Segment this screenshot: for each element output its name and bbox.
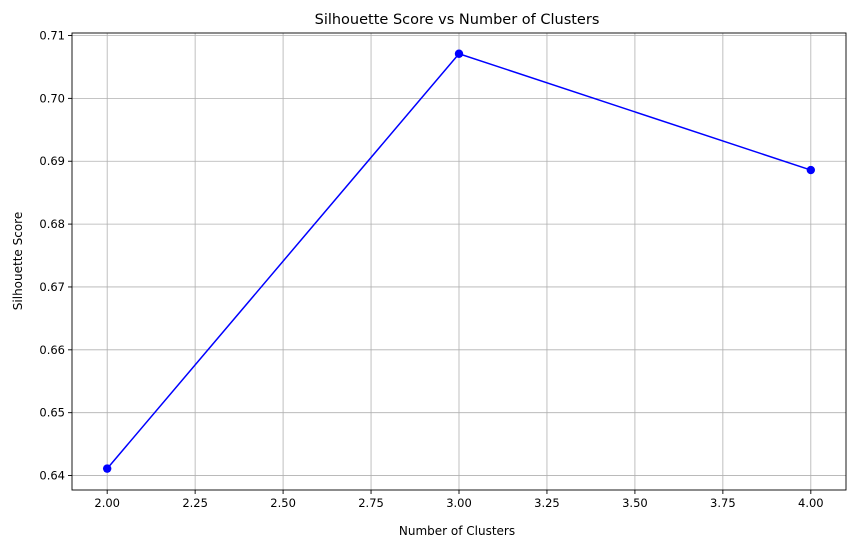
y-tick-label: 0.69 (39, 154, 65, 168)
y-tick-label: 0.64 (39, 469, 65, 483)
y-tick-label: 0.68 (39, 217, 65, 231)
y-axis-label: Silhouette Score (11, 212, 25, 310)
x-tick-label: 2.25 (182, 496, 208, 510)
x-tick-label: 3.00 (446, 496, 472, 510)
x-tick-label: 4.00 (798, 496, 824, 510)
y-tick-label: 0.65 (39, 406, 65, 420)
x-tick-label: 3.50 (622, 496, 648, 510)
x-axis-label: Number of Clusters (399, 524, 515, 538)
series-layer (102, 49, 816, 473)
y-tick-label: 0.70 (39, 91, 65, 105)
data-point (102, 464, 112, 473)
y-tick-label: 0.71 (39, 29, 65, 43)
x-tick-label: 2.50 (270, 496, 296, 510)
y-tick-label: 0.67 (39, 280, 65, 294)
x-tick-label: 2.75 (358, 496, 384, 510)
x-tick-label: 3.25 (534, 496, 560, 510)
grid-lines (72, 33, 846, 490)
axis-ticks: 2.00 2.25 2.50 2.75 3.00 3.25 3.50 3.75 4.00 0.64… (39, 29, 823, 510)
data-point (454, 49, 464, 58)
chart-title: Silhouette Score vs Number of Clusters (315, 12, 600, 28)
x-tick-label: 3.75 (710, 496, 736, 510)
x-tick-label: 2.00 (94, 496, 120, 510)
y-tick-label: 0.66 (39, 343, 65, 357)
data-point (806, 165, 816, 175)
